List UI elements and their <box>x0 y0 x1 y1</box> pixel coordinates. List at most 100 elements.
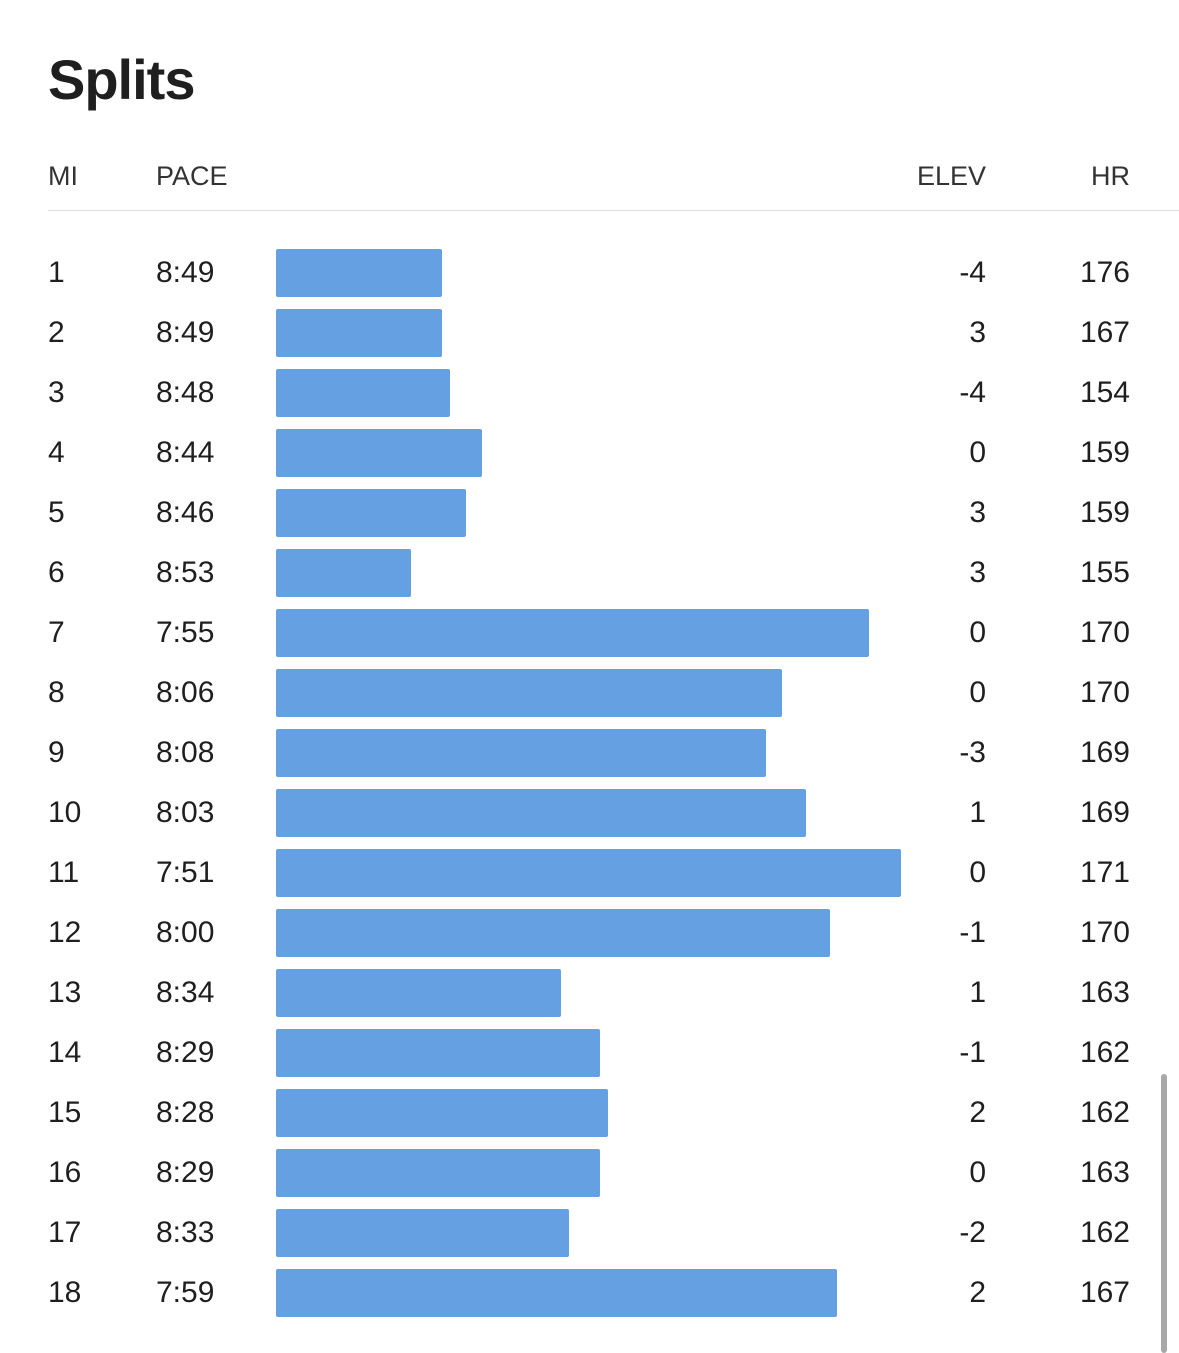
pace-bar <box>276 1089 608 1137</box>
split-pace: 8:49 <box>156 256 215 289</box>
splits-header-row: MI PACE ELEV HR <box>0 156 1179 196</box>
split-elevation: 2 <box>969 1276 986 1309</box>
split-pace: 8:44 <box>156 436 215 469</box>
split-heart-rate: 167 <box>1079 316 1130 349</box>
split-elevation: 3 <box>969 496 986 529</box>
split-pace: 7:55 <box>156 616 215 649</box>
split-elevation: 0 <box>969 616 986 649</box>
split-row: 18 7:59 2 167 <box>0 1263 1179 1323</box>
pace-bar <box>276 1149 600 1197</box>
split-mile: 3 <box>48 376 65 409</box>
split-heart-rate: 154 <box>1079 376 1130 409</box>
pace-bar <box>276 1029 600 1077</box>
header-divider <box>48 210 1179 211</box>
split-mile: 16 <box>48 1156 82 1189</box>
pace-bar <box>276 429 482 477</box>
split-pace: 8:06 <box>156 676 215 709</box>
pace-bar <box>276 849 901 897</box>
split-row: 9 8:08 -3 169 <box>0 723 1179 783</box>
pace-bar <box>276 789 806 837</box>
split-heart-rate: 167 <box>1079 1276 1130 1309</box>
split-heart-rate: 162 <box>1079 1036 1130 1069</box>
split-pace: 8:49 <box>156 316 215 349</box>
split-heart-rate: 170 <box>1079 616 1130 649</box>
split-row: 7 7:55 0 170 <box>0 603 1179 663</box>
split-elevation: -4 <box>959 256 986 289</box>
split-mile: 7 <box>48 616 65 649</box>
split-pace: 8:33 <box>156 1216 215 1249</box>
split-mile: 10 <box>48 796 82 829</box>
split-pace: 8:34 <box>156 976 215 1009</box>
split-heart-rate: 171 <box>1079 856 1130 889</box>
split-elevation: 0 <box>969 1156 986 1189</box>
split-heart-rate: 170 <box>1079 916 1130 949</box>
split-row: 1 8:49 -4 176 <box>0 243 1179 303</box>
split-heart-rate: 159 <box>1079 436 1130 469</box>
split-mile: 4 <box>48 436 65 469</box>
split-heart-rate: 169 <box>1079 796 1130 829</box>
split-mile: 12 <box>48 916 82 949</box>
header-elev: ELEV <box>916 161 986 191</box>
split-mile: 17 <box>48 1216 82 1249</box>
pace-bar <box>276 249 442 297</box>
split-pace: 8:48 <box>156 376 215 409</box>
split-mile: 15 <box>48 1096 82 1129</box>
split-row: 11 7:51 0 171 <box>0 843 1179 903</box>
split-heart-rate: 163 <box>1079 976 1130 1009</box>
split-row: 13 8:34 1 163 <box>0 963 1179 1023</box>
split-mile: 5 <box>48 496 65 529</box>
pace-bar <box>276 909 830 957</box>
split-elevation: -3 <box>959 736 986 769</box>
split-row: 14 8:29 -1 162 <box>0 1023 1179 1083</box>
split-elevation: 1 <box>969 796 986 829</box>
split-pace: 8:53 <box>156 556 215 589</box>
split-row: 10 8:03 1 169 <box>0 783 1179 843</box>
split-pace: 8:46 <box>156 496 215 529</box>
split-row: 6 8:53 3 155 <box>0 543 1179 603</box>
split-mile: 18 <box>48 1276 82 1309</box>
split-row: 15 8:28 2 162 <box>0 1083 1179 1143</box>
split-pace: 8:00 <box>156 916 215 949</box>
split-elevation: 1 <box>969 976 986 1009</box>
split-pace: 8:08 <box>156 736 215 769</box>
pace-bar <box>276 729 766 777</box>
pace-bar <box>276 1269 837 1317</box>
pace-bar <box>276 309 442 357</box>
split-elevation: -1 <box>959 1036 986 1069</box>
splits-list: 1 8:49 -4 176 2 8:49 3 167 3 8:48 -4 154 4 8:44 0 159 5 8… <box>0 243 1179 1323</box>
split-row: 16 8:29 0 163 <box>0 1143 1179 1203</box>
scrollbar[interactable] <box>1161 1074 1167 1353</box>
split-elevation: 3 <box>969 316 986 349</box>
split-elevation: -2 <box>959 1216 986 1249</box>
split-mile: 11 <box>48 856 80 889</box>
split-row: 4 8:44 0 159 <box>0 423 1179 483</box>
split-heart-rate: 162 <box>1079 1216 1130 1249</box>
pace-bar <box>276 369 450 417</box>
split-heart-rate: 169 <box>1079 736 1130 769</box>
split-heart-rate: 159 <box>1079 496 1130 529</box>
split-elevation: 3 <box>969 556 986 589</box>
split-heart-rate: 170 <box>1079 676 1130 709</box>
split-pace: 7:51 <box>156 856 215 889</box>
pace-bar <box>276 969 561 1017</box>
split-elevation: -4 <box>959 376 986 409</box>
split-elevation: 0 <box>969 436 986 469</box>
pace-bar <box>276 609 869 657</box>
split-mile: 2 <box>48 316 65 349</box>
split-mile: 1 <box>48 256 65 289</box>
header-hr: HR <box>1091 161 1130 191</box>
pace-bar <box>276 669 782 717</box>
split-heart-rate: 163 <box>1079 1156 1130 1189</box>
split-row: 2 8:49 3 167 <box>0 303 1179 363</box>
header-mi: MI <box>48 161 78 191</box>
split-pace: 7:59 <box>156 1276 215 1309</box>
split-mile: 14 <box>48 1036 82 1069</box>
pace-bar <box>276 1209 569 1257</box>
split-row: 8 8:06 0 170 <box>0 663 1179 723</box>
split-pace: 8:03 <box>156 796 215 829</box>
split-pace: 8:29 <box>156 1156 215 1189</box>
split-row: 3 8:48 -4 154 <box>0 363 1179 423</box>
split-row: 5 8:46 3 159 <box>0 483 1179 543</box>
split-elevation: 2 <box>969 1096 986 1129</box>
split-heart-rate: 162 <box>1079 1096 1130 1129</box>
